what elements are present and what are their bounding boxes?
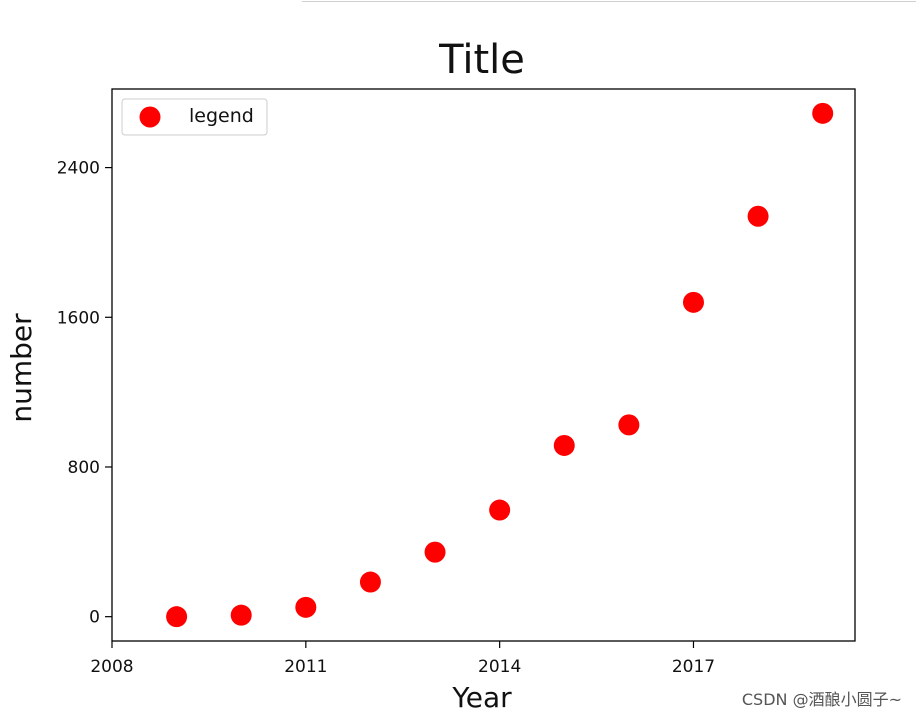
plot-area-frame [111, 88, 856, 642]
x-tick-label: 2011 [284, 657, 327, 677]
chart-title: Title [438, 37, 525, 83]
y-axis-ticks: 0 800 1600 2400 [57, 159, 112, 628]
data-point [747, 205, 769, 227]
data-point [230, 604, 252, 626]
x-axis-label: Year [451, 681, 512, 714]
legend-box [121, 98, 268, 136]
x-tick-label: 2008 [90, 657, 133, 677]
y-tick-label: 2400 [57, 159, 100, 179]
data-point [812, 102, 834, 124]
x-tick-label: 2017 [672, 657, 715, 677]
legend: legend [121, 98, 268, 136]
data-point [166, 606, 188, 628]
data-point [359, 571, 381, 593]
data-point [553, 434, 575, 456]
data-point [489, 499, 511, 521]
data-point [295, 596, 317, 618]
x-axis-ticks: 2008 2011 2014 2017 [90, 641, 715, 677]
data-points [166, 102, 834, 628]
top-divider [302, 1, 916, 2]
y-tick-label: 0 [89, 608, 100, 628]
data-point [424, 541, 446, 563]
legend-marker [139, 106, 161, 128]
data-point [682, 291, 704, 313]
data-point [618, 414, 640, 436]
y-tick-label: 1600 [57, 308, 100, 328]
x-tick-label: 2014 [478, 657, 521, 677]
y-axis-label: number [5, 313, 38, 423]
watermark-text: CSDN @酒酿小圆子~ [741, 690, 902, 709]
legend-label: legend [189, 105, 254, 127]
y-tick-label: 800 [68, 458, 100, 478]
